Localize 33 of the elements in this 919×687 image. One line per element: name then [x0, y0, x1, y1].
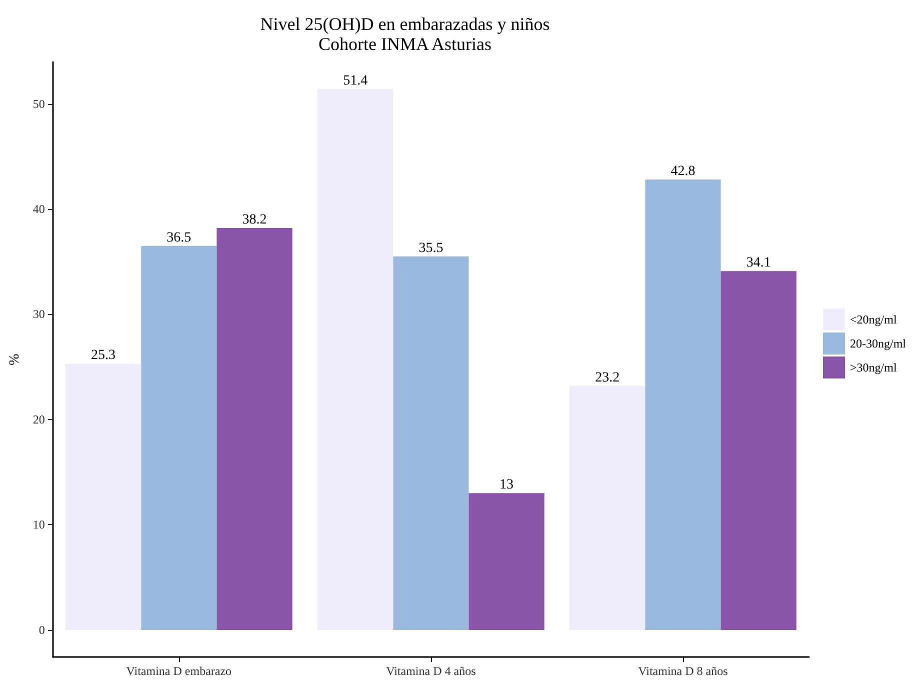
bar: [66, 364, 142, 630]
data-label: 35.5: [418, 240, 444, 256]
bar: [393, 256, 469, 630]
data-label: 25.3: [91, 348, 116, 364]
x-tick-label: Vitamina D embarazo: [126, 664, 232, 678]
y-tick-label: 10: [32, 518, 45, 532]
x-tick-label: Vitamina D 4 años: [386, 664, 476, 678]
legend-label: >30ng/ml: [850, 360, 898, 374]
data-label: 23.2: [595, 370, 620, 386]
y-tick-label: 40: [32, 202, 45, 216]
x-tick-label: Vitamina D 8 años: [638, 664, 728, 678]
bar: [720, 271, 796, 630]
legend-label: <20ng/ml: [850, 312, 898, 326]
bar: [468, 493, 544, 630]
bar: [318, 89, 394, 630]
y-tick-label: 0: [38, 622, 45, 637]
bar: [570, 386, 646, 630]
data-label: 34.1: [746, 256, 771, 271]
y-tick-label: 30: [32, 307, 45, 322]
bar: [645, 180, 721, 630]
data-label: 13: [500, 478, 514, 493]
bar: [216, 228, 292, 630]
data-label: 51.4: [343, 74, 368, 89]
y-tick-label: 20: [32, 412, 45, 426]
chart-title: Nivel 25(OH)D en embarazadas y niños: [260, 14, 550, 34]
data-label: 36.5: [166, 230, 192, 246]
data-label: 38.2: [242, 212, 267, 228]
y-axis-title: %: [8, 353, 22, 366]
data-label: 42.8: [670, 164, 696, 180]
y-tick-label: 50: [32, 96, 45, 111]
legend-label: 20-30ng/ml: [850, 336, 907, 350]
bar: [141, 246, 217, 630]
chart-subtitle: Cohorte INMA Asturias: [318, 34, 492, 54]
